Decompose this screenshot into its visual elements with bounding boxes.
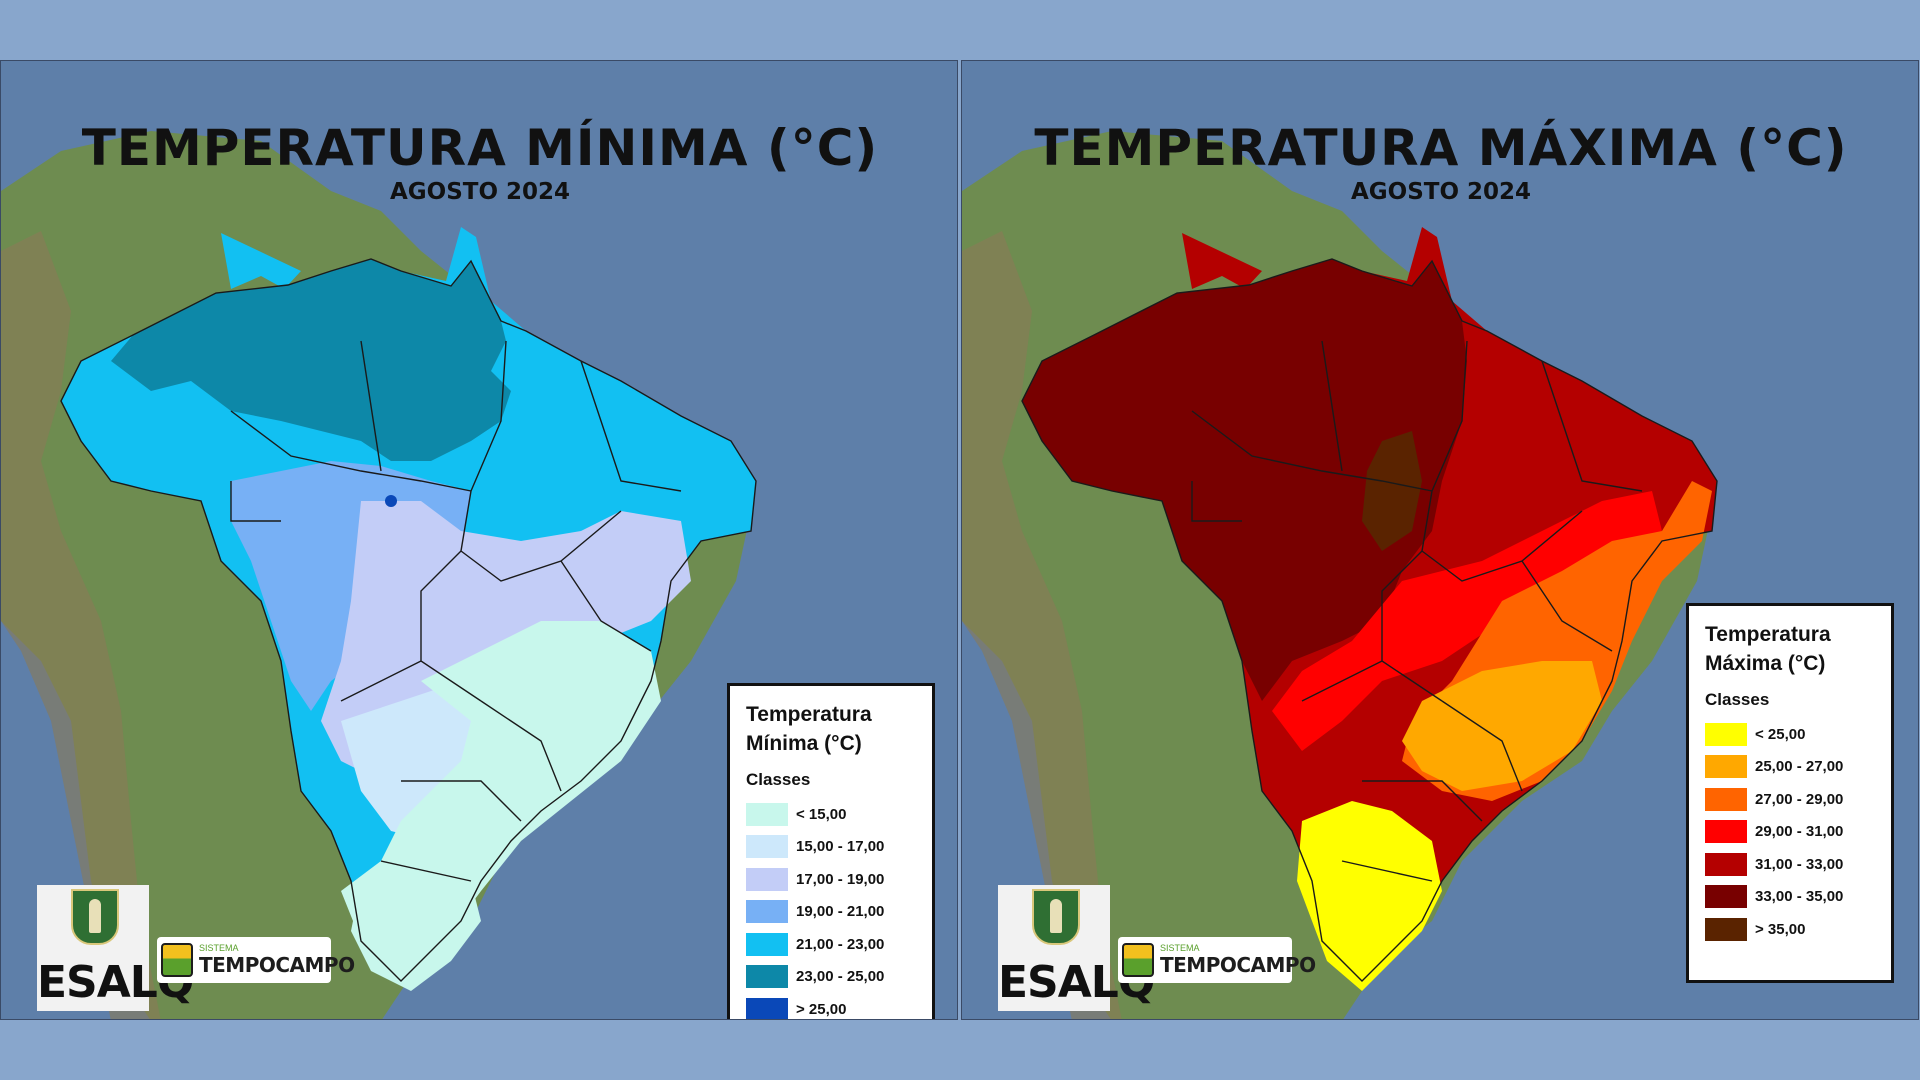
- legend-row: 19,00 - 21,00: [746, 896, 918, 929]
- tempocampo-logo: SISTEMA TEMPOCAMPO: [157, 937, 355, 983]
- legend-row: 27,00 - 29,00: [1705, 783, 1877, 816]
- legend-label: 25,00 - 27,00: [1755, 758, 1844, 776]
- legend-swatch: [1705, 755, 1747, 779]
- legend-label: 19,00 - 21,00: [796, 903, 885, 921]
- legend-label: 23,00 - 25,00: [796, 968, 885, 986]
- region-23-25-north: [111, 259, 511, 461]
- legend-rows: < 25,00 25,00 - 27,00 27,00 - 29,00 29,00 -…: [1705, 718, 1877, 946]
- legend-label: > 25,00: [796, 1000, 847, 1018]
- region-33-35-interior: [1022, 259, 1467, 701]
- tempocampo-logo: SISTEMA TEMPOCAMPO: [1118, 937, 1316, 983]
- legend-swatch: [746, 900, 788, 924]
- state-borders: [1021, 258, 1718, 982]
- map-subtitle: AGOSTO 2024: [389, 179, 571, 205]
- legend-label: 29,00 - 31,00: [1755, 823, 1844, 841]
- esalq-logo-text: ESALQ: [998, 957, 1155, 1008]
- region-below-25-south: [1297, 801, 1442, 991]
- map-title: TEMPERATURA MÍNIMA (°C): [81, 119, 879, 177]
- legend-swatch: [1705, 722, 1747, 746]
- legend-label: < 15,00: [796, 805, 847, 823]
- legend-classes-label: Classes: [1705, 690, 1770, 709]
- legend-swatch: [1705, 820, 1747, 844]
- legend-swatch: [746, 867, 788, 891]
- legend-swatch: [746, 932, 788, 956]
- min-map-graphic: [1, 61, 957, 1019]
- esalq-logo: ESALQ: [998, 885, 1155, 1011]
- legend-title-line1: Temperatura: [746, 703, 872, 726]
- legend-row: > 25,00: [746, 993, 918, 1019]
- legend-label: 21,00 - 23,00: [796, 935, 885, 953]
- tempocampo-sun-field-icon: [1122, 943, 1154, 977]
- legend-row: > 35,00: [1705, 913, 1877, 946]
- region-above-35-spot: [1362, 431, 1422, 551]
- region-25-27-southeast: [1402, 661, 1602, 791]
- legend-swatch: [746, 835, 788, 859]
- region-above-25-spot: [385, 495, 397, 507]
- esalq-shield-icon: [1032, 889, 1080, 945]
- legend-swatch: [1705, 787, 1747, 811]
- legend-rows: < 15,00 15,00 - 17,00 17,00 - 19,00 19,00 -…: [746, 798, 918, 1019]
- legend-row: 29,00 - 31,00: [1705, 816, 1877, 849]
- legend-row: 31,00 - 33,00: [1705, 848, 1877, 881]
- legend-row: 17,00 - 19,00: [746, 863, 918, 896]
- legend-row: < 25,00: [1705, 718, 1877, 751]
- legend-classes-label: Classes: [746, 770, 811, 789]
- legend-title-line2: Mínima (°C): [746, 732, 862, 755]
- legend-min: Temperatura Mínima (°C) Classes < 15,00 1…: [727, 683, 935, 1019]
- legend-title-line1: Temperatura: [1705, 623, 1831, 646]
- legend-label: 27,00 - 29,00: [1755, 790, 1844, 808]
- legend-swatch: [1705, 852, 1747, 876]
- max-map-graphic: [962, 61, 1918, 1019]
- legend-swatch: [1705, 885, 1747, 909]
- legend-row: 21,00 - 23,00: [746, 928, 918, 961]
- legend-row: 33,00 - 35,00: [1705, 881, 1877, 914]
- legend-title-line2: Máxima (°C): [1705, 652, 1826, 675]
- map-subtitle: AGOSTO 2024: [1350, 179, 1532, 205]
- tempocampo-name: TEMPOCAMPO: [1160, 953, 1316, 977]
- tempocampo-sun-field-icon: [161, 943, 193, 977]
- tempocampo-small-label: SISTEMA: [1160, 943, 1200, 953]
- tempocampo-name: TEMPOCAMPO: [199, 953, 355, 977]
- region-29-31-band: [1272, 491, 1662, 751]
- legend-swatch: [1705, 917, 1747, 941]
- esalq-logo: ESALQ: [37, 885, 194, 1011]
- legend-label: 33,00 - 35,00: [1755, 888, 1844, 906]
- andes: [962, 231, 1122, 1019]
- legend-label: 17,00 - 19,00: [796, 870, 885, 888]
- tempocampo-small-label: SISTEMA: [199, 943, 239, 953]
- legend-label: > 35,00: [1755, 920, 1806, 938]
- max-temperature-map-panel: TEMPERATURA MÁXIMA (°C) AGOSTO 2024 Temp…: [961, 60, 1919, 1020]
- region-below-15-south: [351, 861, 481, 991]
- legend-row: 25,00 - 27,00: [1705, 751, 1877, 784]
- legend-row: < 15,00: [746, 798, 918, 831]
- legend-swatch: [746, 997, 788, 1019]
- andes: [1, 231, 161, 1019]
- map-title: TEMPERATURA MÁXIMA (°C): [1034, 119, 1848, 177]
- legend-swatch: [746, 965, 788, 989]
- legend-label: 31,00 - 33,00: [1755, 855, 1844, 873]
- legend-row: 15,00 - 17,00: [746, 831, 918, 864]
- min-temperature-map-panel: TEMPERATURA MÍNIMA (°C) AGOSTO 2024 Temp…: [0, 60, 958, 1020]
- legend-label: < 25,00: [1755, 725, 1806, 743]
- esalq-logo-text: ESALQ: [37, 957, 194, 1008]
- legend-label: 15,00 - 17,00: [796, 838, 885, 856]
- esalq-shield-icon: [71, 889, 119, 945]
- state-borders: [60, 258, 757, 982]
- legend-max: Temperatura Máxima (°C) Classes < 25,00 2…: [1686, 603, 1894, 983]
- legend-swatch: [746, 802, 788, 826]
- legend-row: 23,00 - 25,00: [746, 961, 918, 994]
